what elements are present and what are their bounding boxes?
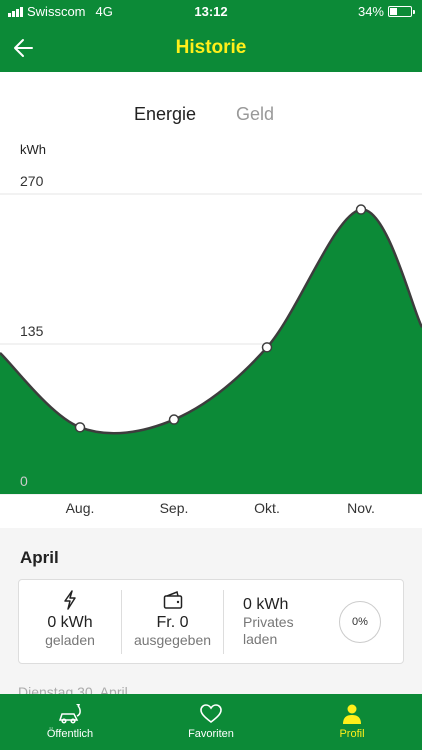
private-value: 0 kWh xyxy=(243,596,289,613)
heart-icon xyxy=(200,704,222,724)
signal-icon xyxy=(8,6,23,17)
percent-circle: 0% xyxy=(339,601,381,643)
lightning-icon xyxy=(64,590,76,610)
bottom-tab-bar: Öffentlich Favoriten Profil xyxy=(0,694,422,750)
tab-favoriten[interactable]: Favoriten xyxy=(141,694,281,750)
charged-value: 0 kWh xyxy=(47,614,93,631)
tab-oeffentlich[interactable]: Öffentlich xyxy=(0,694,140,750)
energy-chart xyxy=(0,193,422,495)
month-summary-card: 0 kWh geladen Fr. 0 ausgegeben 0 kWh Pri… xyxy=(18,579,404,664)
app-header: Historie xyxy=(0,24,422,72)
month-heading: April xyxy=(20,548,59,567)
y-tick-label: 270 xyxy=(20,173,44,189)
data-point[interactable] xyxy=(261,342,273,353)
tab-label: Öffentlich xyxy=(46,728,94,740)
spent-label: ausgegeben xyxy=(133,632,212,648)
tab-label: Profil xyxy=(339,728,365,740)
battery-icon xyxy=(388,6,415,17)
y-tick-label: 135 xyxy=(20,323,44,339)
carrier-info: Swisscom 4G xyxy=(8,4,113,19)
data-point[interactable] xyxy=(74,422,86,433)
x-tick-label: Okt. xyxy=(254,500,280,516)
data-point[interactable] xyxy=(168,414,180,425)
x-tick-label: Aug. xyxy=(65,500,95,516)
chart-card: Energie Geld kWh Aug. Sep. Okt. Nov. 0 135 270 xyxy=(0,72,422,528)
private-cell: 0 kWh Privates laden xyxy=(243,580,343,665)
divider xyxy=(121,590,122,654)
page-title: Historie xyxy=(175,37,247,58)
private-label-line1: Privates xyxy=(243,614,294,630)
tab-energie[interactable]: Energie xyxy=(134,104,197,124)
car-charging-icon xyxy=(58,704,81,724)
tab-geld[interactable]: Geld xyxy=(236,104,275,124)
spent-value: Fr. 0 xyxy=(156,614,189,631)
x-tick-label: Sep. xyxy=(159,500,189,516)
carrier-name: Swisscom xyxy=(27,4,86,19)
private-label-line2: laden xyxy=(243,631,278,647)
tab-label: Favoriten xyxy=(188,728,234,740)
spent-cell: Fr. 0 ausgegeben xyxy=(122,580,223,665)
status-bar: Swisscom 4G 13:12 34% xyxy=(0,0,422,24)
back-arrow-icon[interactable] xyxy=(10,34,38,62)
status-time: 13:12 xyxy=(194,4,228,19)
y-tick-label: 0 xyxy=(20,473,28,489)
charged-label: geladen xyxy=(45,632,95,648)
tab-profil[interactable]: Profil xyxy=(282,694,422,750)
energy-area xyxy=(0,209,422,494)
divider xyxy=(223,590,224,654)
network-type: 4G xyxy=(95,4,113,19)
charged-cell: 0 kWh geladen xyxy=(19,580,121,665)
battery-info: 34% xyxy=(357,4,415,19)
x-tick-label: Nov. xyxy=(347,500,375,516)
y-axis-unit: kWh xyxy=(20,142,46,157)
unit-toggle: Energie Geld xyxy=(0,104,422,128)
data-point[interactable] xyxy=(355,204,367,215)
battery-percent: 34% xyxy=(357,4,384,19)
person-icon xyxy=(343,704,361,724)
wallet-icon xyxy=(163,590,182,609)
